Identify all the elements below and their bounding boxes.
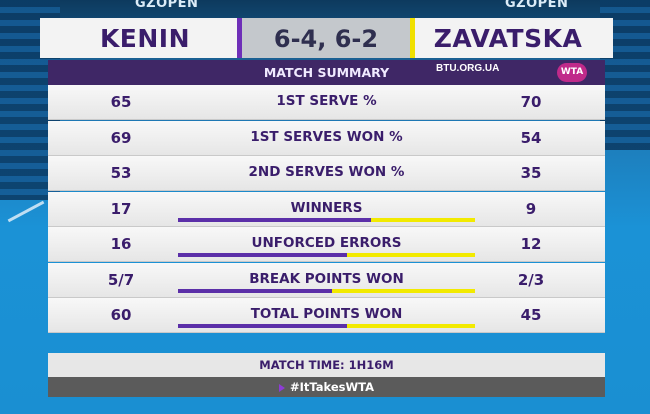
watermark: BTU.ORG.UA: [436, 63, 500, 74]
stat-player1-value: 69: [110, 128, 132, 147]
stat-player1-value: 60: [110, 306, 132, 324]
stat-row: 17 WINNERS 9: [48, 191, 605, 227]
match-time-bar: MATCH TIME: 1H16M: [48, 353, 605, 377]
scoreboard-header: KENIN 6-4, 6-2 ZAVATSKA: [40, 18, 613, 58]
stat-row: 65 1ST SERVE % 70: [48, 85, 605, 120]
match-score: 6-4, 6-2: [273, 25, 379, 53]
stat-player1-value: 53: [110, 164, 132, 182]
stat-player2-value: 70: [520, 93, 542, 111]
stat-player2-value: 2/3: [517, 270, 545, 289]
stat-label: BREAK POINTS WON: [249, 270, 404, 287]
stat-label: 1ST SERVE %: [276, 93, 377, 109]
stat-player1-bar: [178, 288, 333, 293]
stat-label: 2ND SERVES WON %: [248, 164, 405, 180]
hashtag: #ItTakesWTA: [48, 377, 605, 398]
summary-title-bar: MATCH SUMMARY WTA: [48, 60, 605, 85]
hashtag-bar: #ItTakesWTA: [48, 377, 605, 397]
banner-left: GZOPEN: [135, 0, 199, 11]
play-icon: [278, 383, 285, 392]
stat-label: TOTAL POINTS WON: [250, 306, 403, 322]
stat-label: WINNERS: [290, 199, 363, 216]
stat-player1-value: 65: [110, 93, 132, 111]
stat-comparison-bar: [178, 217, 475, 222]
stat-row: 60 TOTAL POINTS WON 45: [48, 298, 605, 333]
stat-player1-bar: [178, 217, 372, 222]
player1-name: KENIN: [99, 24, 191, 53]
stat-player1-value: 17: [110, 199, 132, 218]
stat-label: UNFORCED ERRORS: [251, 235, 402, 251]
stat-comparison-bar: [178, 324, 475, 328]
stat-player1-value: 16: [110, 235, 132, 253]
stat-player2-value: 9: [525, 199, 537, 218]
stat-comparison-bar: [178, 253, 475, 257]
match-time: MATCH TIME: 1H16M: [259, 358, 394, 372]
stat-player2-value: 35: [520, 164, 542, 182]
score-box: 6-4, 6-2: [237, 18, 415, 58]
wta-logo-icon: WTA: [557, 63, 587, 82]
hashtag-text: #ItTakesWTA: [289, 380, 375, 394]
summary-title: MATCH SUMMARY: [263, 65, 390, 80]
player2-name: ZAVATSKA: [433, 24, 583, 53]
stat-row: 16 UNFORCED ERRORS 12: [48, 227, 605, 262]
stat-row: 53 2ND SERVES WON % 35: [48, 156, 605, 191]
stat-comparison-bar: [178, 288, 475, 293]
scoreboard: KENIN 6-4, 6-2 ZAVATSKA MATCH SUMMARY WT…: [40, 18, 613, 397]
stat-player2-value: 12: [520, 235, 542, 253]
stat-player1-bar: [178, 324, 348, 328]
stat-player2-value: 45: [520, 306, 542, 324]
stat-row: 5/7 BREAK POINTS WON 2/3: [48, 262, 605, 298]
stat-player1-bar: [178, 253, 348, 257]
stat-player1-value: 5/7: [107, 270, 135, 289]
stat-label: 1ST SERVES WON %: [250, 128, 403, 145]
stat-row: 69 1ST SERVES WON % 54: [48, 120, 605, 156]
banner-right: GZOPEN: [505, 0, 569, 11]
stat-player2-value: 54: [520, 128, 542, 147]
